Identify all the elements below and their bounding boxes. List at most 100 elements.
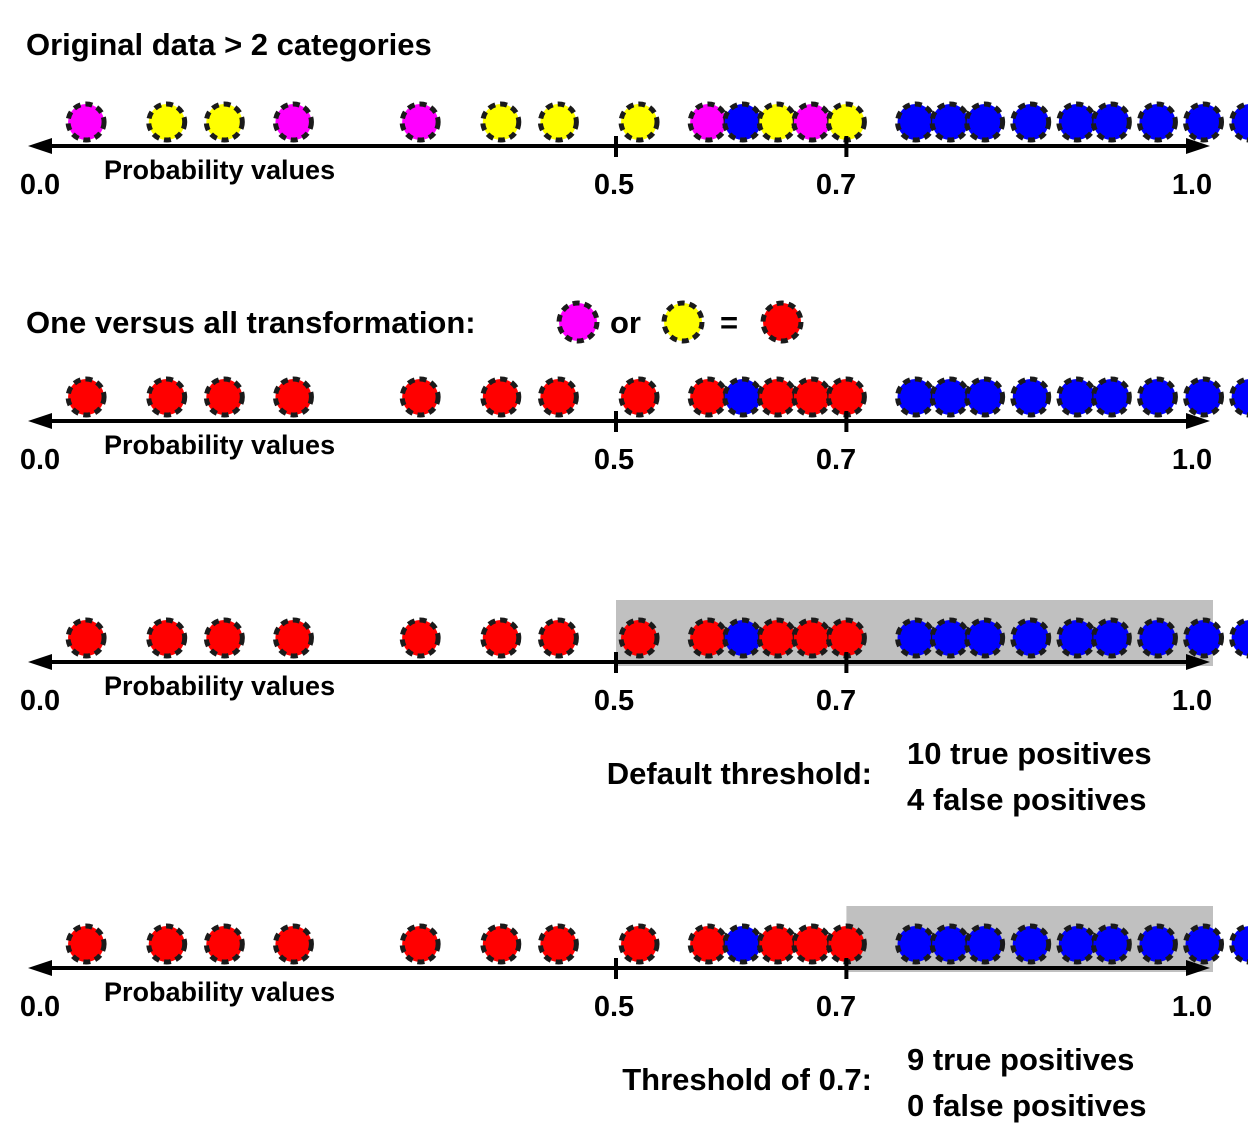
data-point — [895, 376, 937, 418]
data-point — [929, 101, 971, 143]
data-point — [929, 923, 971, 965]
tick-label: 0.7 — [816, 444, 856, 476]
heading-transform: One versus all transformation: — [26, 305, 476, 340]
tick-label: 0.5 — [594, 444, 634, 476]
data-point — [65, 101, 107, 143]
tick-label: 1.0 — [1172, 169, 1212, 201]
data-point — [146, 923, 188, 965]
data-point — [1229, 101, 1248, 143]
data-point — [65, 376, 107, 418]
data-point — [272, 101, 314, 143]
data-point — [791, 617, 833, 659]
legend-or: or — [610, 305, 641, 340]
tick-label: 1.0 — [1172, 991, 1212, 1023]
data-point — [537, 376, 579, 418]
data-point — [146, 101, 188, 143]
legend-magenta-marker — [556, 300, 600, 344]
data-point — [1136, 617, 1178, 659]
tick-label: 1.0 — [1172, 685, 1212, 717]
tick-label: 1.0 — [1172, 444, 1212, 476]
tick-label: 0.0 — [20, 169, 60, 201]
data-point — [895, 101, 937, 143]
data-point — [756, 101, 798, 143]
data-point — [399, 101, 441, 143]
data-point — [722, 617, 764, 659]
data-point — [1183, 923, 1225, 965]
tick-label: 0.5 — [594, 169, 634, 201]
axis-title: Probability values — [104, 430, 335, 460]
data-point — [1056, 617, 1098, 659]
data-point — [399, 923, 441, 965]
data-point — [1010, 376, 1052, 418]
data-point — [825, 101, 867, 143]
data-point — [537, 923, 579, 965]
number-line-rows: Probability values 0.0 0.5 0.7 1.0 Probabilit… — [20, 101, 1248, 1023]
data-point — [895, 617, 937, 659]
data-point — [272, 617, 314, 659]
data-point — [1056, 923, 1098, 965]
default-threshold-label: Default threshold: — [607, 756, 872, 791]
data-point — [1010, 617, 1052, 659]
tick-label: 0.7 — [816, 685, 856, 717]
data-point — [272, 923, 314, 965]
data-point — [825, 617, 867, 659]
data-point — [1090, 923, 1132, 965]
data-point — [687, 101, 729, 143]
axis-arrow-left — [28, 138, 52, 154]
data-point — [1056, 101, 1098, 143]
data-point — [1229, 617, 1248, 659]
data-point — [722, 923, 764, 965]
data-point — [618, 101, 660, 143]
axis-arrow-left — [28, 413, 52, 429]
data-point — [791, 101, 833, 143]
threshold-07-label: Threshold of 0.7: — [622, 1062, 872, 1097]
default-true-positives: 10 true positives — [907, 736, 1152, 771]
data-point — [203, 617, 245, 659]
data-point — [964, 376, 1006, 418]
data-point — [1183, 376, 1225, 418]
data-point — [1229, 376, 1248, 418]
axis-arrow-left — [28, 960, 52, 976]
axis-title: Probability values — [104, 977, 335, 1007]
data-point — [964, 617, 1006, 659]
threshold-07-false-positives: 0 false positives — [907, 1088, 1147, 1123]
data-point — [964, 101, 1006, 143]
axis-arrow-right — [1186, 960, 1210, 976]
data-point — [1229, 923, 1248, 965]
legend-red-marker — [760, 300, 804, 344]
data-point — [825, 376, 867, 418]
data-point — [146, 376, 188, 418]
data-point — [399, 376, 441, 418]
tick-label: 0.7 — [816, 991, 856, 1023]
data-point — [1010, 923, 1052, 965]
tick-label: 0.0 — [20, 991, 60, 1023]
data-point — [964, 923, 1006, 965]
data-point — [272, 376, 314, 418]
data-point — [791, 376, 833, 418]
data-point — [791, 923, 833, 965]
row-thresh07: Probability values 0.0 0.5 0.7 1.0 — [20, 906, 1248, 1023]
data-point — [203, 923, 245, 965]
data-point — [756, 617, 798, 659]
data-point — [1136, 376, 1178, 418]
axis-title: Probability values — [104, 155, 335, 185]
legend-equals: = — [720, 305, 738, 340]
data-point — [1090, 101, 1132, 143]
data-point — [203, 101, 245, 143]
data-point — [687, 923, 729, 965]
data-point — [929, 376, 971, 418]
legend-yellow-marker — [661, 300, 705, 344]
data-point — [65, 617, 107, 659]
axis-arrow-right — [1186, 138, 1210, 154]
data-point — [1136, 101, 1178, 143]
data-point — [203, 376, 245, 418]
data-point — [65, 923, 107, 965]
data-point — [480, 923, 522, 965]
data-point — [537, 617, 579, 659]
data-point — [618, 617, 660, 659]
data-point — [537, 101, 579, 143]
data-point — [480, 376, 522, 418]
data-point — [1090, 376, 1132, 418]
data-point — [756, 376, 798, 418]
row-original: Probability values 0.0 0.5 0.7 1.0 — [20, 101, 1248, 201]
